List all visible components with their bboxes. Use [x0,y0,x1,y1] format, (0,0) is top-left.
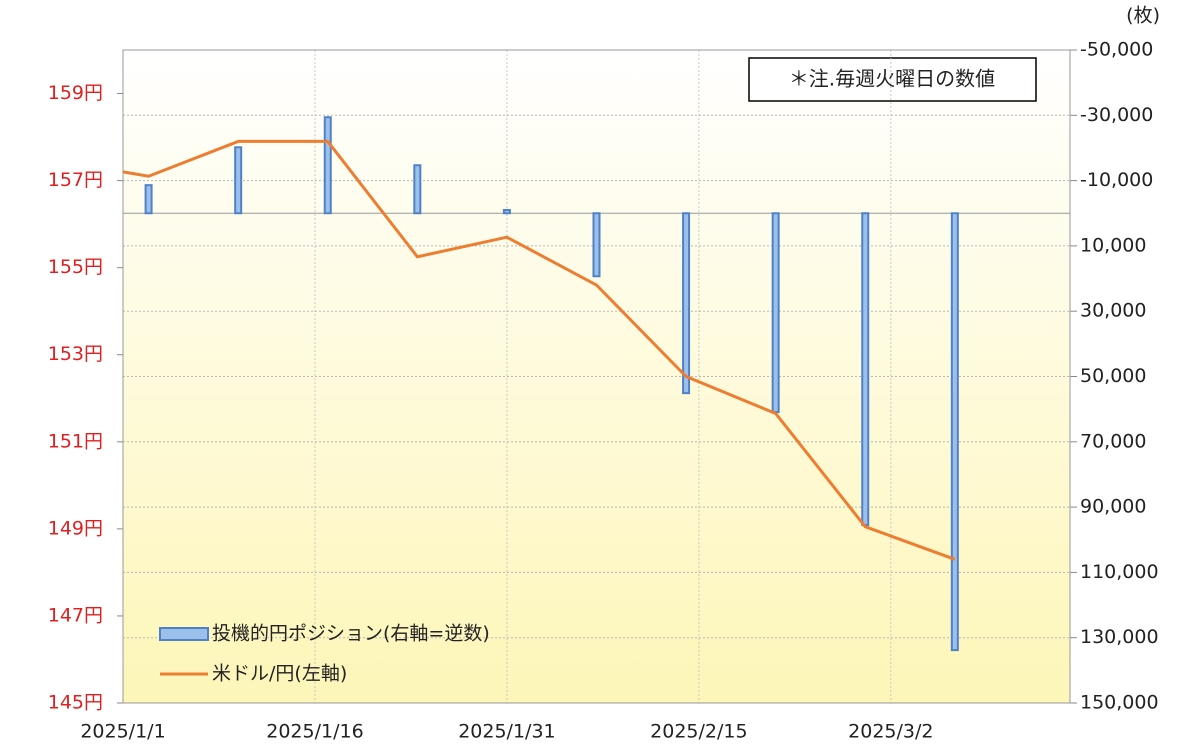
bar [502,208,511,215]
y-tick-label: 153円 [48,343,103,365]
legend-swatch [159,627,209,641]
y2-tick-label: 70,000 [1080,430,1146,452]
y2-tick-label: 110,000 [1080,561,1159,583]
plot-border [122,49,1071,704]
y-tick-label: 147円 [48,604,103,626]
y2-tick-label: -30,000 [1080,104,1153,126]
y2-tick-label: 90,000 [1080,496,1146,518]
y2-tick-label: -10,000 [1080,169,1153,191]
bar [323,116,332,215]
y-tick-label: 151円 [48,430,103,452]
y-tick-label: 155円 [48,256,103,278]
bar [144,184,153,215]
bar [592,212,601,278]
bar [950,212,959,652]
bar [771,212,780,414]
line [122,139,956,561]
y2-tick-label: 130,000 [1080,626,1159,648]
y2-tick-label: 50,000 [1080,365,1146,387]
x-tick-label: 2025/1/1 [80,721,165,743]
x-tick-label: 2025/1/16 [266,721,363,743]
y-tick-label: 145円 [48,692,103,714]
y-tick-label: 157円 [48,169,103,191]
bar [413,164,422,215]
y-tick-label: 149円 [48,517,103,539]
x-tick-label: 2025/1/31 [458,721,555,743]
legend-label: 投機的円ポジション(右軸=逆数) [212,623,490,645]
y2-tick-label: 30,000 [1080,300,1146,322]
legend-label: 米ドル/円(左軸) [212,663,347,685]
x-tick-label: 2025/2/15 [650,721,747,743]
y2-tick-label: 10,000 [1080,234,1146,256]
y2-tick-label: 150,000 [1080,692,1159,714]
bar [861,212,870,527]
annotation-box [748,57,1037,102]
y2-tick-label: -50,000 [1080,39,1153,61]
y-tick-label: 159円 [48,82,103,104]
bar [682,212,691,395]
annotation: ＊注.毎週火曜日の数値 [789,67,995,91]
bar [234,146,243,215]
x-tick-label: 2025/3/2 [848,721,933,743]
y2-unit: (枚) [1126,5,1160,27]
